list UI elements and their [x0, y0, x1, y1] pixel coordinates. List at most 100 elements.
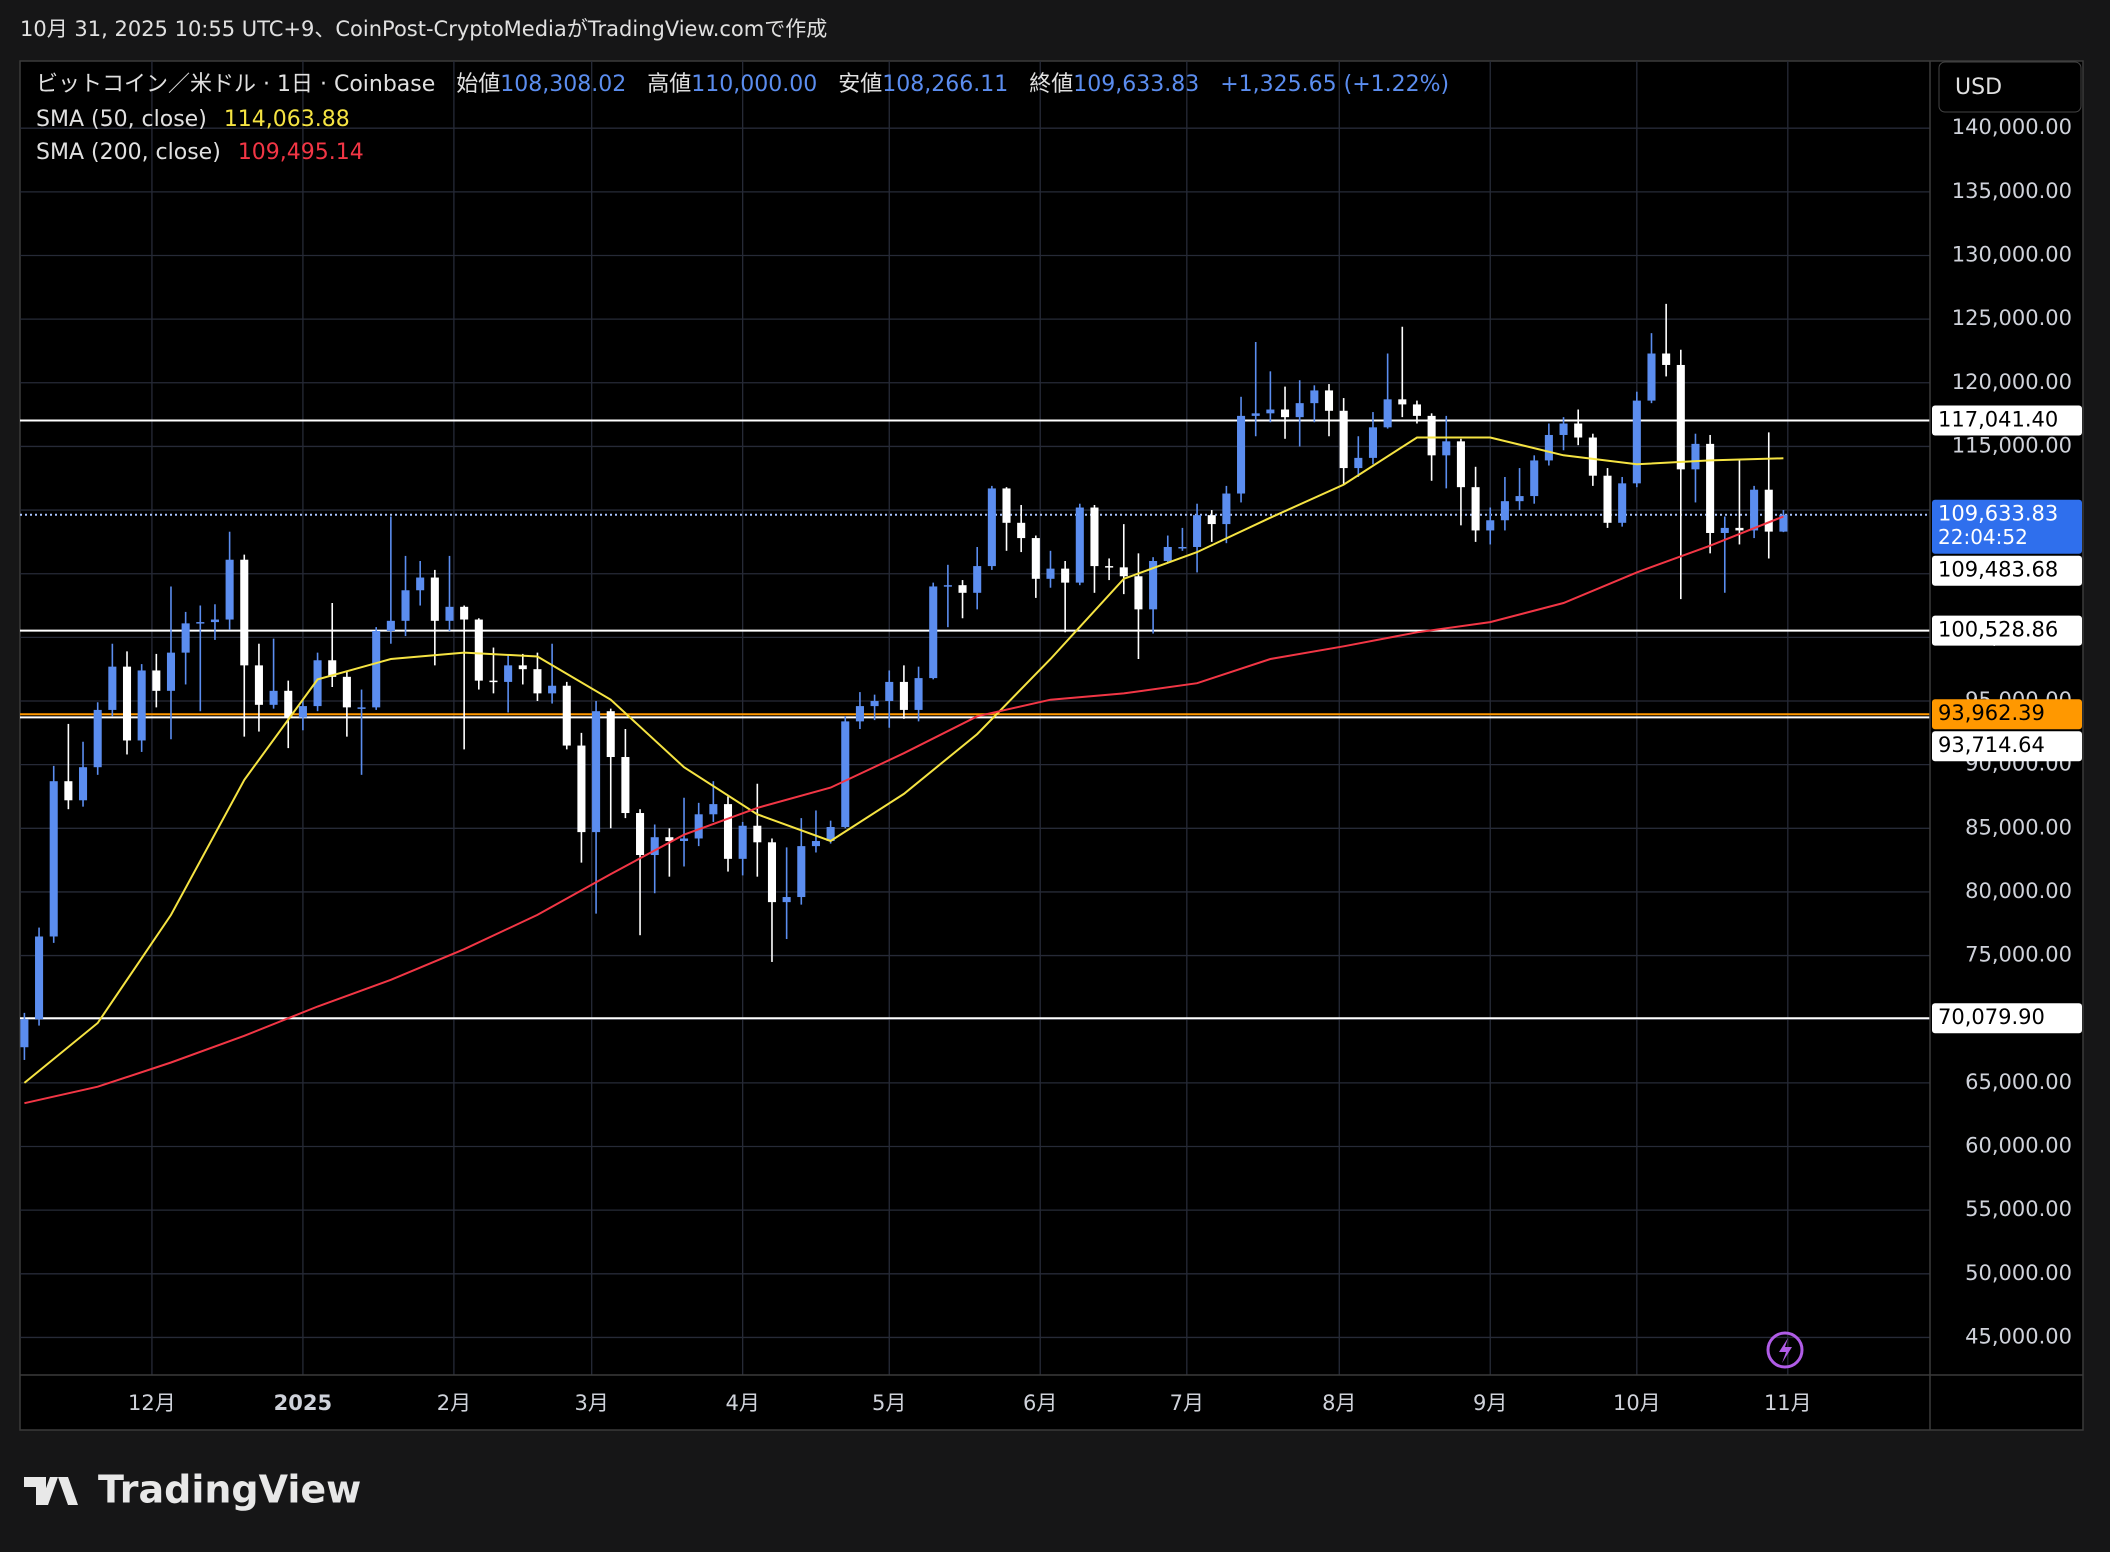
price-label: 117,041.40 [1938, 407, 2058, 431]
y-tick-label: 125,000.00 [1952, 306, 2072, 330]
candle-body [1676, 364, 1685, 470]
candle-body [841, 721, 850, 828]
candle-body [1017, 522, 1026, 539]
candle-body [1061, 568, 1070, 583]
chart-panel [19, 60, 2084, 1431]
candle-body [606, 711, 615, 758]
candle-body [1427, 415, 1436, 456]
x-tick-label: 9月 [1473, 1391, 1507, 1415]
price-label: 93,962.39 [1938, 701, 2045, 725]
ohlc-name: 安値 [838, 72, 882, 97]
candle-body [636, 813, 645, 856]
candle-body [650, 837, 659, 856]
price-label-box [1932, 731, 2082, 762]
candle-body [372, 630, 381, 708]
candle-body [35, 936, 44, 1020]
sma-line [23, 436, 1784, 1084]
candle-body [987, 488, 996, 567]
candle-body [1486, 520, 1495, 531]
candle-body [679, 838, 689, 842]
candle-body [1046, 568, 1055, 579]
price-label-box [1932, 615, 2082, 646]
candle-body [870, 701, 879, 707]
candle-body [20, 1019, 29, 1048]
candle-body [1412, 404, 1421, 416]
logo-mark [24, 1477, 78, 1505]
x-tick-label: 8月 [1322, 1391, 1356, 1415]
candle-body [943, 585, 952, 587]
candle-body [1266, 409, 1275, 414]
candle-body [1149, 560, 1158, 610]
legend-value: 109,495.14 [238, 140, 364, 165]
candle-body [328, 660, 337, 677]
candle-body [79, 767, 88, 801]
legend-name: SMA (200, close) [36, 140, 221, 165]
y-tick-label: 50,000.00 [1965, 1261, 2072, 1285]
candle-body [929, 586, 938, 679]
ohlc-value: 110,000.00 [691, 72, 817, 97]
candle-body [592, 711, 601, 833]
candle-body [254, 665, 263, 705]
candle-body [474, 619, 483, 681]
price-label: 109,483.68 [1938, 558, 2058, 582]
candle-body [122, 666, 132, 741]
y-tick-label: 45,000.00 [1965, 1324, 2072, 1348]
x-tick-label: 11月 [1764, 1391, 1812, 1415]
candle-body [445, 606, 454, 621]
price-label-box [1932, 499, 2082, 554]
caption: 10月 31, 2025 10:55 UTC+9、CoinPost-Crypto… [20, 17, 827, 41]
ohlc-value: 108,266.11 [882, 72, 1008, 97]
legend-ohlc: ビットコイン／米ドル · 1日 · Coinbase 始値108,308.02 … [36, 72, 1449, 97]
candle-body [1105, 566, 1114, 568]
legend-name: SMA (50, close) [36, 107, 207, 132]
candle-body [166, 652, 176, 691]
candle-body [64, 781, 73, 801]
price-label-box [1932, 555, 2082, 586]
candle-body [1559, 423, 1568, 435]
event-icon[interactable] [1766, 1331, 1804, 1369]
candle-body [797, 846, 806, 898]
x-tick-label: 3月 [574, 1391, 608, 1415]
candle-body [1237, 415, 1246, 494]
candle-body [1603, 475, 1612, 523]
price-label-box [1932, 1003, 2082, 1034]
candle-body [1090, 507, 1099, 567]
price-label: 70,079.90 [1938, 1005, 2045, 1029]
currency[interactable]: USD [1955, 75, 2002, 100]
candle-body [1354, 457, 1363, 469]
candle-body [621, 757, 630, 814]
candle-body [1031, 538, 1040, 579]
candle-body [137, 670, 146, 741]
candle-body [1691, 443, 1700, 470]
candle-body [108, 666, 117, 710]
candle-body [1368, 427, 1378, 458]
candle-body [386, 620, 395, 631]
candle-body [1662, 353, 1671, 365]
x-tick-label: 2月 [437, 1391, 471, 1415]
candle-body [709, 804, 718, 815]
candle-body [1339, 410, 1348, 469]
y-tick-label: 135,000.00 [1952, 179, 2072, 203]
candle-body [1295, 403, 1304, 418]
candle-body [269, 690, 278, 705]
candle-body [1178, 546, 1187, 549]
candle-body [1530, 460, 1539, 497]
brand-logo: TradingView [24, 1468, 361, 1512]
symbol: ビットコイン／米ドル · 1日 · Coinbase [36, 72, 435, 97]
candle-body [1779, 514, 1788, 532]
candle-body [1207, 515, 1216, 525]
candle-body [1735, 527, 1744, 531]
candle-body [1632, 400, 1641, 484]
candle-body [899, 681, 908, 710]
price-countdown: 22:04:52 [1938, 525, 2028, 549]
candle-body [152, 670, 161, 691]
candle-body [49, 781, 58, 937]
candle-body [430, 577, 439, 621]
price-label-box [1932, 405, 2082, 436]
candle-body [753, 825, 762, 843]
price-label: 109,633.83 [1938, 502, 2058, 526]
y-tick-label: 120,000.00 [1952, 370, 2072, 394]
currency-button[interactable] [1938, 61, 2082, 113]
legend-value: 114,063.88 [224, 107, 350, 132]
candle-body [1706, 443, 1715, 533]
